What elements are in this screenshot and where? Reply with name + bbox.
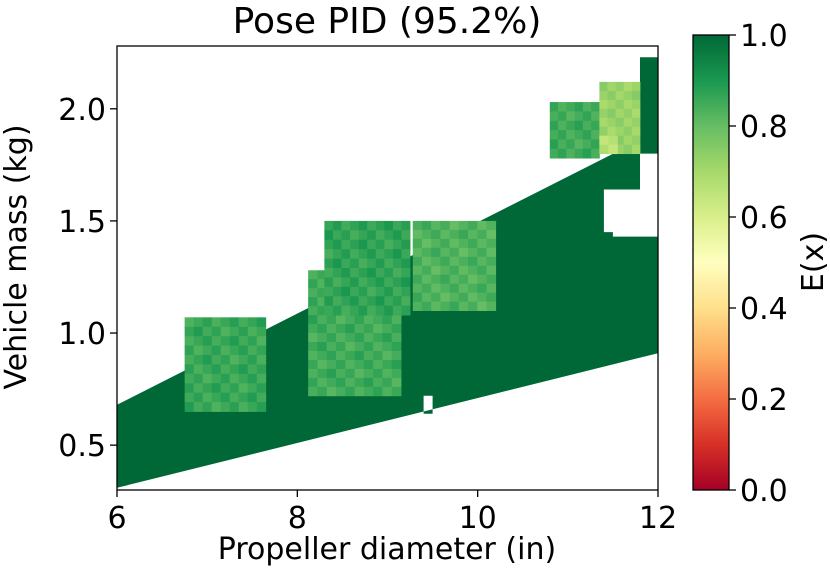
- colorbar-ticks: 0.0 0.2 0.4 0.6 0.8 1.0: [729, 19, 788, 509]
- y-axis: 0.5 1.0 1.5 2.0: [58, 93, 117, 464]
- patch-0: [184, 317, 267, 412]
- x-tick-label: 8: [288, 501, 307, 536]
- x-tick-label: 10: [459, 501, 497, 536]
- plot-frame: [116, 45, 659, 491]
- colorbar-tick-label: 0.4: [740, 292, 788, 327]
- y-tick-label: 1.0: [58, 317, 106, 352]
- y-axis-label: Vehicle mass (kg): [0, 124, 34, 389]
- colorbar-tick-label: 0.8: [740, 110, 788, 145]
- performance-patches: [184, 81, 641, 412]
- y-tick-label: 1.5: [58, 205, 106, 240]
- patch-5: [599, 81, 641, 155]
- colorbar-tick-label: 0.0: [740, 474, 788, 509]
- colorbar-tick-label: 0.6: [740, 201, 788, 236]
- plot-area: [117, 57, 658, 488]
- patch-2: [324, 220, 411, 316]
- colorbar-tick-label: 1.0: [740, 19, 788, 54]
- patch-3: [412, 220, 497, 312]
- x-tick-label: 12: [639, 501, 677, 536]
- colorbar: [692, 34, 730, 491]
- colorbar-tick-label: 0.2: [740, 383, 788, 418]
- patch-6: [599, 135, 618, 155]
- x-tick-label: 6: [107, 501, 126, 536]
- x-axis-label: Propeller diameter (in): [218, 532, 556, 567]
- x-axis: 6 8 10 12: [107, 490, 677, 536]
- patch-4: [549, 102, 600, 159]
- y-tick-label: 2.0: [58, 93, 106, 128]
- y-tick-label: 0.5: [58, 429, 106, 464]
- chart-title: Pose PID (95.2%): [233, 1, 542, 42]
- colorbar-label: E(x): [796, 232, 830, 292]
